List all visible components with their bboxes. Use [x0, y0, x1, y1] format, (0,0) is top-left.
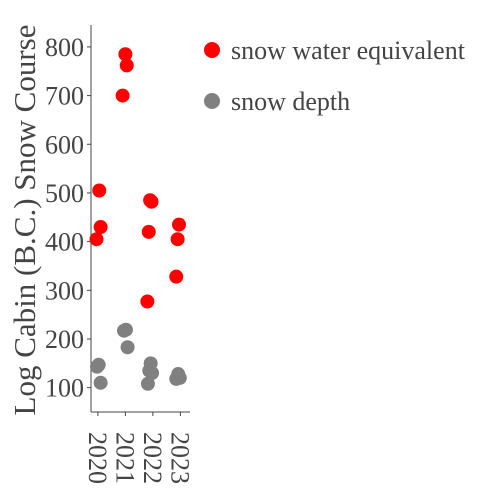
depth-point: [145, 366, 160, 381]
depth-point: [118, 322, 133, 337]
x-tick-label: 2022: [138, 432, 167, 484]
y-tick-label: 400: [45, 228, 84, 257]
legend-label: snow water equivalent: [231, 36, 466, 65]
data-points: [89, 47, 187, 391]
swe-point: [93, 220, 108, 235]
swe-point: [140, 294, 155, 309]
depth-point: [93, 375, 108, 390]
y-axis-label: Log Cabin (B.C.) Snow Course: [7, 25, 42, 416]
y-tick-label: 600: [45, 130, 84, 159]
x-tick-label: 2020: [83, 432, 112, 484]
legend: snow water equivalent snow depth: [204, 36, 466, 116]
legend-label: snow depth: [231, 87, 350, 116]
swe-point: [141, 224, 156, 239]
swe-point: [172, 217, 186, 232]
x-tick-label: 2021: [110, 432, 139, 484]
swe-point: [170, 232, 185, 247]
y-tick-label: 100: [45, 374, 84, 403]
y-tick-label: 200: [45, 325, 84, 354]
swe-point: [169, 269, 184, 284]
axes: [90, 25, 190, 413]
depth-point: [140, 376, 155, 391]
swe-point: [92, 183, 107, 198]
x-tick-label: 2023: [165, 432, 194, 484]
y-tick-label: 300: [45, 276, 84, 305]
y-tick-label: 800: [45, 33, 84, 62]
swe-point: [119, 58, 134, 73]
legend-marker: [204, 42, 220, 58]
legend-marker: [204, 93, 220, 109]
depth-point: [120, 340, 135, 355]
swe-point: [89, 232, 104, 247]
y-tick-labels: 100 200 300 400 500 600 700 800: [45, 33, 91, 403]
y-tick-label: 500: [45, 179, 84, 208]
swe-point: [118, 47, 133, 62]
depth-point: [172, 370, 187, 385]
depth-point: [91, 357, 106, 372]
swe-point: [144, 194, 159, 209]
swe-point: [115, 88, 130, 103]
y-tick-label: 700: [45, 82, 84, 111]
